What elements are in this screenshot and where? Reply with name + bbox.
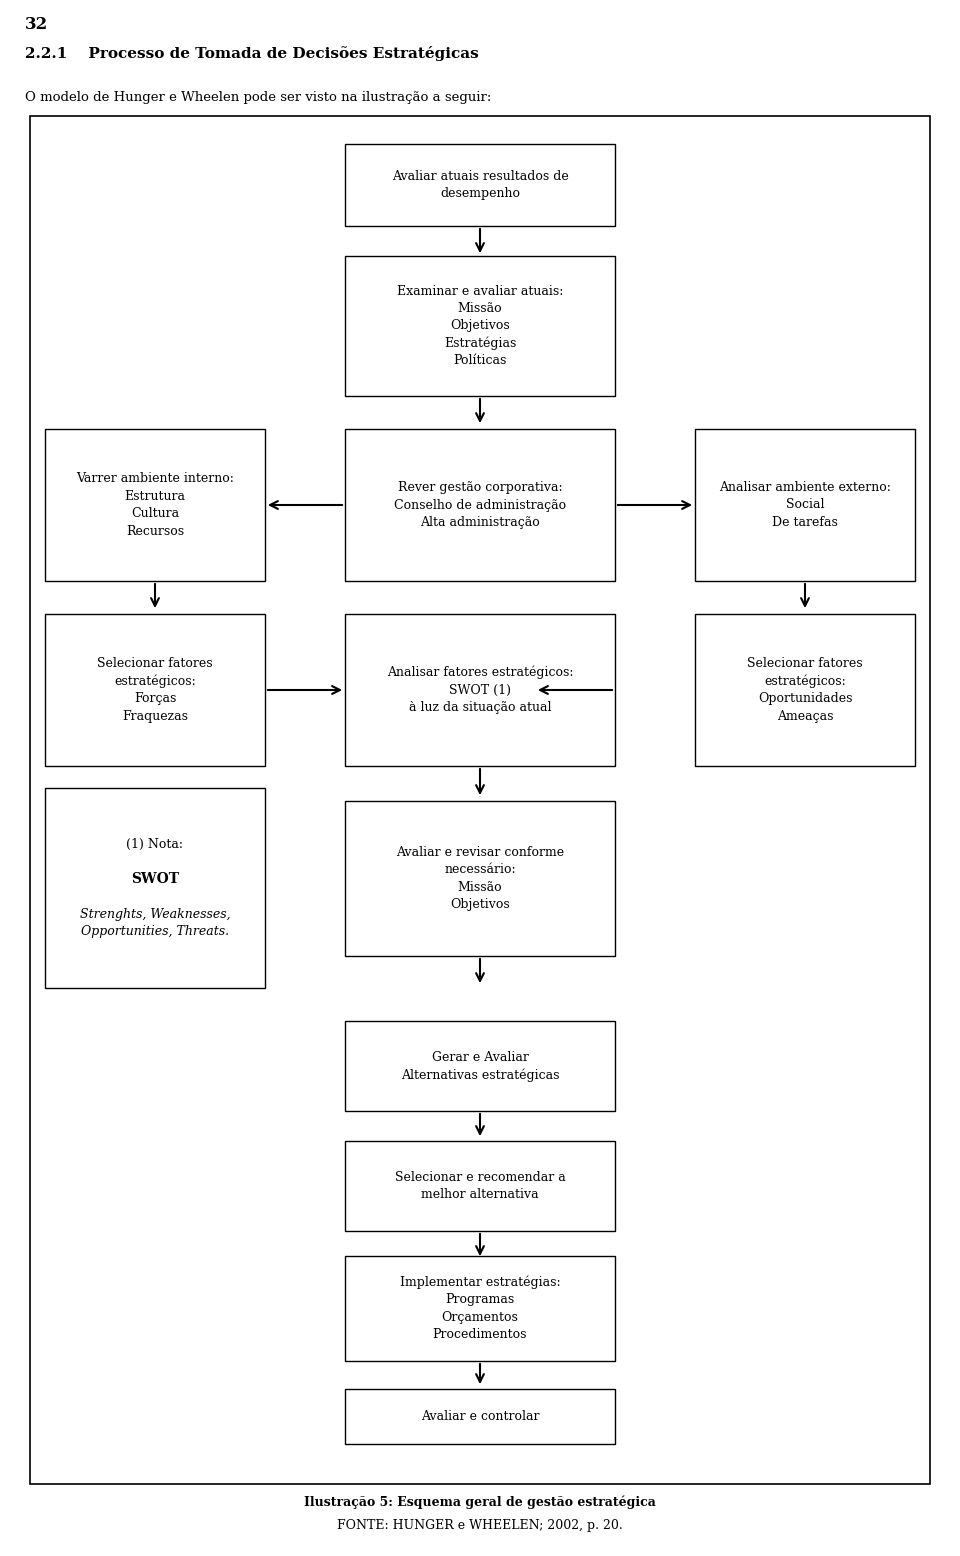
Text: 2.2.1    Processo de Tomada de Decisões Estratégicas: 2.2.1 Processo de Tomada de Decisões Est…	[25, 47, 479, 61]
Text: Varrer ambiente interno:: Varrer ambiente interno:	[76, 473, 234, 485]
Text: Conselho de administração: Conselho de administração	[394, 498, 566, 512]
FancyBboxPatch shape	[695, 429, 915, 580]
FancyBboxPatch shape	[30, 117, 930, 1484]
Text: De tarefas: De tarefas	[772, 517, 838, 529]
Text: Orçamentos: Orçamentos	[442, 1310, 518, 1324]
Text: Ameaças: Ameaças	[777, 710, 833, 722]
Text: Forças: Forças	[133, 692, 177, 705]
Text: (1) Nota:: (1) Nota:	[127, 837, 183, 851]
Text: estratégicos:: estratégicos:	[114, 674, 196, 688]
Text: Rever gestão corporativa:: Rever gestão corporativa:	[397, 481, 563, 493]
Text: Avaliar e revisar conforme: Avaliar e revisar conforme	[396, 846, 564, 859]
Text: Recursos: Recursos	[126, 524, 184, 538]
Text: à luz da situação atual: à luz da situação atual	[409, 702, 551, 714]
Text: Opportunities, Threats.: Opportunities, Threats.	[81, 926, 229, 938]
Text: Missão: Missão	[458, 302, 502, 314]
Text: Missão: Missão	[458, 881, 502, 893]
Text: FONTE: HUNGER e WHEELEN; 2002, p. 20.: FONTE: HUNGER e WHEELEN; 2002, p. 20.	[337, 1520, 623, 1533]
FancyBboxPatch shape	[45, 429, 265, 580]
Text: Procedimentos: Procedimentos	[433, 1329, 527, 1341]
Text: Strenghts, Weaknesses,: Strenghts, Weaknesses,	[80, 907, 230, 921]
Text: Ilustração 5: Esquema geral de gestão estratégica: Ilustração 5: Esquema geral de gestão es…	[304, 1495, 656, 1509]
FancyBboxPatch shape	[345, 429, 615, 580]
FancyBboxPatch shape	[345, 1141, 615, 1231]
FancyBboxPatch shape	[345, 1021, 615, 1111]
Text: Alternativas estratégicas: Alternativas estratégicas	[400, 1067, 560, 1081]
FancyBboxPatch shape	[345, 801, 615, 955]
FancyBboxPatch shape	[695, 615, 915, 766]
Text: Selecionar e recomendar a: Selecionar e recomendar a	[395, 1170, 565, 1184]
Text: Fraquezas: Fraquezas	[122, 710, 188, 722]
Text: SWOT (1): SWOT (1)	[449, 683, 511, 697]
Text: Analisar ambiente externo:: Analisar ambiente externo:	[719, 481, 891, 493]
Text: Programas: Programas	[445, 1293, 515, 1305]
Text: estratégicos:: estratégicos:	[764, 674, 846, 688]
Text: Objetivos: Objetivos	[450, 319, 510, 333]
FancyBboxPatch shape	[345, 257, 615, 395]
FancyBboxPatch shape	[45, 787, 265, 988]
FancyBboxPatch shape	[345, 145, 615, 226]
Text: Estrutura: Estrutura	[125, 490, 185, 503]
FancyBboxPatch shape	[345, 615, 615, 766]
FancyBboxPatch shape	[45, 615, 265, 766]
FancyBboxPatch shape	[345, 1256, 615, 1362]
Text: Selecionar fatores: Selecionar fatores	[747, 657, 863, 671]
Text: 32: 32	[25, 16, 48, 33]
Text: Políticas: Políticas	[453, 355, 507, 367]
Text: Gerar e Avaliar: Gerar e Avaliar	[432, 1050, 528, 1064]
Text: Alta administração: Alta administração	[420, 517, 540, 529]
Text: Estratégias: Estratégias	[444, 336, 516, 350]
FancyBboxPatch shape	[345, 1390, 615, 1444]
Text: Cultura: Cultura	[131, 507, 180, 520]
Text: Avaliar atuais resultados de: Avaliar atuais resultados de	[392, 170, 568, 182]
Text: desempenho: desempenho	[440, 187, 520, 201]
Text: necessário:: necessário:	[444, 864, 516, 876]
Text: Avaliar e controlar: Avaliar e controlar	[420, 1410, 540, 1424]
Text: Examinar e avaliar atuais:: Examinar e avaliar atuais:	[396, 285, 564, 297]
Text: O modelo de Hunger e Wheelen pode ser visto na ilustração a seguir:: O modelo de Hunger e Wheelen pode ser vi…	[25, 90, 492, 104]
Text: SWOT: SWOT	[131, 873, 179, 887]
Text: Oportunidades: Oportunidades	[757, 692, 852, 705]
Text: Selecionar fatores: Selecionar fatores	[97, 657, 213, 671]
Text: Analisar fatores estratégicos:: Analisar fatores estratégicos:	[387, 666, 573, 680]
Text: Objetivos: Objetivos	[450, 898, 510, 912]
Text: melhor alternativa: melhor alternativa	[421, 1189, 539, 1201]
Text: Implementar estratégias:: Implementar estratégias:	[399, 1276, 561, 1288]
Text: Social: Social	[785, 498, 825, 512]
